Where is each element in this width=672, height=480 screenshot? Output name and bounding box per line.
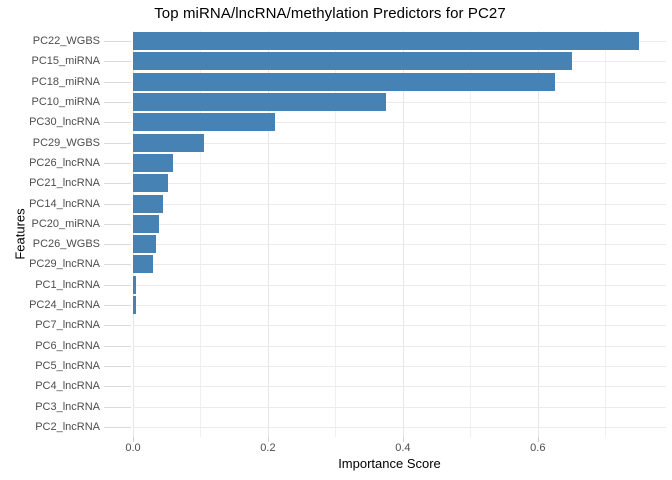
gridline-horizontal <box>133 204 666 205</box>
bar-PC20_miRNA <box>133 214 159 233</box>
gridline-horizontal <box>133 183 666 184</box>
bar-PC18_miRNA <box>133 72 555 91</box>
y-tick-mark <box>104 366 131 367</box>
bar-PC10_miRNA <box>133 93 386 112</box>
y-tick-mark <box>104 143 131 144</box>
y-tick-label: PC4_lncRNA <box>35 380 100 393</box>
gridline-horizontal <box>133 346 666 347</box>
bar-PC29_WGBS <box>133 133 204 152</box>
y-tick-label: PC21_lncRNA <box>29 177 100 190</box>
bar-PC24_lncRNA <box>133 296 136 315</box>
y-tick-mark <box>104 427 131 428</box>
y-tick-mark <box>104 244 131 245</box>
gridline-vertical-minor <box>335 31 337 437</box>
y-tick-label: PC18_miRNA <box>31 75 100 88</box>
gridline-horizontal <box>133 244 666 245</box>
plot-panel <box>133 31 666 437</box>
bar-PC15_miRNA <box>133 52 572 71</box>
gridline-horizontal <box>133 427 666 428</box>
y-tick-label: PC6_lncRNA <box>35 339 100 352</box>
y-tick-mark <box>104 264 131 265</box>
x-tick-label: 0.6 <box>530 442 546 454</box>
gridline-horizontal <box>133 264 666 265</box>
x-axis-title: Importance Score <box>338 456 441 471</box>
y-tick-mark <box>104 163 131 164</box>
x-tick-label: 0.2 <box>260 442 276 454</box>
gridline-horizontal <box>133 305 666 306</box>
bar-PC14_lncRNA <box>133 194 163 213</box>
y-tick-mark <box>104 183 131 184</box>
y-tick-label: PC24_lncRNA <box>29 299 100 312</box>
y-tick-label: PC20_miRNA <box>31 217 100 230</box>
y-tick-mark <box>104 102 131 103</box>
y-tick-mark <box>104 346 131 347</box>
y-tick-mark <box>104 325 131 326</box>
gridline-vertical-major <box>537 31 539 437</box>
gridline-vertical-minor <box>200 31 202 437</box>
y-axis-labels: PC22_WGBS PC15_miRNA PC18_miRNA PC10_miRNA P… <box>0 31 100 437</box>
y-tick-label: PC29_lncRNA <box>29 258 100 271</box>
y-tick-label: PC1_lncRNA <box>35 278 100 291</box>
gridline-vertical-minor <box>605 31 607 437</box>
gridline-vertical-major <box>133 31 134 437</box>
x-tick-mark <box>403 437 404 442</box>
y-tick-mark <box>104 82 131 83</box>
gridline-horizontal <box>133 407 666 408</box>
y-tick-label: PC2_lncRNA <box>35 420 100 433</box>
bar-PC21_lncRNA <box>133 174 168 193</box>
gridline-horizontal <box>133 386 666 387</box>
bar-PC22_WGBS <box>133 32 639 51</box>
gridline-horizontal <box>133 122 666 123</box>
gridline-horizontal <box>133 366 666 367</box>
y-tick-label: PC3_lncRNA <box>35 400 100 413</box>
y-tick-label: PC26_lncRNA <box>29 156 100 169</box>
y-tick-label: PC15_miRNA <box>31 55 100 68</box>
y-tick-mark <box>104 204 131 205</box>
y-tick-label: PC7_lncRNA <box>35 319 100 332</box>
gridline-horizontal <box>133 224 666 225</box>
y-tick-label: PC5_lncRNA <box>35 359 100 372</box>
y-tick-mark <box>104 61 131 62</box>
y-tick-mark <box>104 386 131 387</box>
gridline-vertical-major <box>402 31 404 437</box>
bar-PC26_lncRNA <box>133 153 173 172</box>
y-tick-label: PC22_WGBS <box>32 35 100 48</box>
y-tick-mark <box>104 41 131 42</box>
gridline-horizontal <box>133 163 666 164</box>
y-tick-mark <box>104 285 131 286</box>
gridline-vertical-minor <box>470 31 472 437</box>
bar-PC1_lncRNA <box>133 275 136 294</box>
x-tick-label: 0.4 <box>395 442 411 454</box>
y-tick-label: PC10_miRNA <box>31 96 100 109</box>
gridline-horizontal <box>133 325 666 326</box>
y-tick-mark <box>104 305 131 306</box>
bar-PC26_WGBS <box>133 235 156 254</box>
y-tick-mark <box>104 122 131 123</box>
y-tick-mark <box>104 407 131 408</box>
x-tick-mark <box>133 437 134 442</box>
x-tick-mark <box>538 437 539 442</box>
y-tick-mark <box>104 224 131 225</box>
gridline-vertical-major <box>267 31 269 437</box>
gridline-horizontal <box>133 143 666 144</box>
y-tick-label: PC14_lncRNA <box>29 197 100 210</box>
y-tick-label: PC29_WGBS <box>32 136 100 149</box>
y-tick-label: PC30_lncRNA <box>29 116 100 129</box>
bar-PC30_lncRNA <box>133 113 275 132</box>
gridline-horizontal <box>133 285 666 286</box>
bar-PC29_lncRNA <box>133 255 153 274</box>
y-tick-label: PC26_WGBS <box>32 238 100 251</box>
x-tick-mark <box>268 437 269 442</box>
chart-title: Top miRNA/lncRNA/methylation Predictors … <box>154 5 506 22</box>
gridline-horizontal <box>133 102 666 103</box>
x-tick-label: 0.0 <box>125 442 141 454</box>
